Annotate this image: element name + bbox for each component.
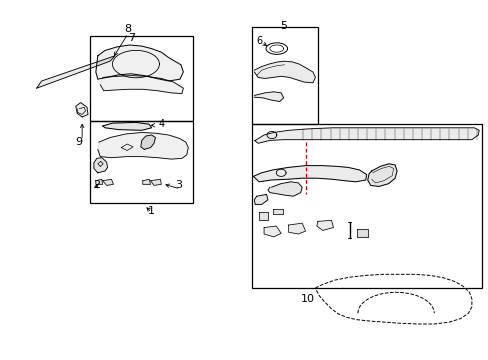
Polygon shape (254, 92, 283, 102)
Polygon shape (356, 229, 367, 237)
Polygon shape (100, 76, 183, 94)
Polygon shape (96, 45, 183, 81)
Polygon shape (264, 226, 281, 237)
Bar (251, 27, 317, 124)
Text: 8: 8 (124, 24, 131, 34)
Polygon shape (259, 212, 267, 220)
Bar (90, 36, 193, 121)
Polygon shape (96, 179, 102, 184)
Text: 3: 3 (175, 180, 182, 190)
Polygon shape (254, 128, 478, 143)
Polygon shape (102, 122, 151, 130)
Polygon shape (254, 61, 315, 83)
Bar (90, 121, 193, 203)
Polygon shape (253, 166, 366, 182)
Polygon shape (98, 132, 188, 159)
Polygon shape (254, 194, 267, 204)
Polygon shape (102, 179, 113, 185)
Polygon shape (288, 223, 305, 234)
Polygon shape (316, 220, 333, 230)
Text: 6: 6 (256, 36, 262, 46)
Polygon shape (141, 135, 155, 149)
Polygon shape (367, 164, 396, 186)
Bar (251, 124, 481, 288)
Polygon shape (267, 182, 302, 196)
Text: 5: 5 (280, 21, 286, 31)
Text: 9: 9 (76, 137, 82, 147)
Polygon shape (76, 103, 88, 117)
Text: 10: 10 (301, 294, 314, 304)
Polygon shape (37, 56, 115, 88)
Text: 7: 7 (128, 33, 135, 43)
Text: 2: 2 (93, 180, 100, 190)
Polygon shape (94, 158, 107, 173)
Polygon shape (272, 209, 282, 214)
Text: 4: 4 (158, 119, 164, 129)
Polygon shape (142, 179, 150, 184)
Text: 1: 1 (148, 206, 155, 216)
Polygon shape (150, 179, 161, 185)
